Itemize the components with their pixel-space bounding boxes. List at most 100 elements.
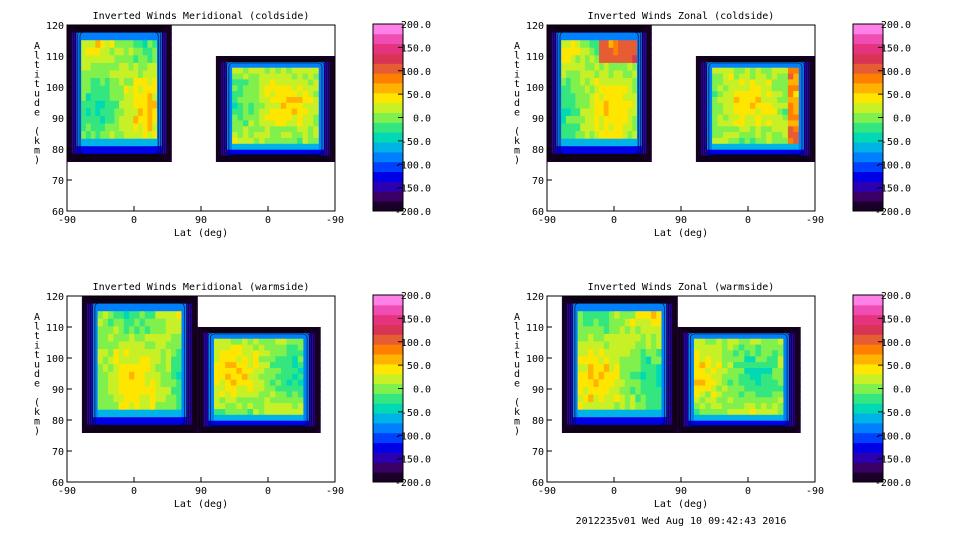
- heat-cell: [565, 62, 572, 72]
- heat-cell: [717, 108, 724, 116]
- heat-cell: [248, 79, 255, 86]
- heat-cell: [755, 373, 762, 381]
- heat-cell: [572, 379, 579, 388]
- heat-cell: [594, 115, 600, 125]
- heat-cell: [297, 420, 304, 428]
- heat-cell: [269, 426, 277, 433]
- heat-cell: [580, 93, 586, 102]
- heat-cell: [721, 385, 729, 393]
- heat-cell: [567, 424, 573, 433]
- heat-cell: [632, 47, 638, 56]
- heat-cell: [297, 344, 304, 352]
- heat-cell: [651, 356, 657, 365]
- heat-cell: [793, 120, 800, 127]
- heat-cell: [123, 70, 130, 79]
- heat-cell: [85, 40, 92, 49]
- heat-cell: [118, 409, 125, 418]
- heat-cell: [280, 97, 287, 104]
- heat-cell: [281, 332, 288, 340]
- heat-cell: [556, 40, 562, 49]
- heat-cell: [575, 123, 581, 132]
- heat-cell: [755, 85, 762, 92]
- heat-cell: [264, 403, 271, 410]
- heat-cell: [97, 356, 104, 365]
- heat-cell: [133, 32, 139, 41]
- heat-cell: [804, 114, 811, 122]
- heat-cell: [215, 126, 222, 133]
- heat-cell: [766, 391, 773, 398]
- heat-cell: [677, 362, 684, 369]
- heat-cell: [139, 379, 146, 388]
- heat-cell: [225, 344, 232, 352]
- heat-cell: [584, 62, 591, 72]
- heat-cell: [123, 409, 130, 418]
- heat-cell: [259, 67, 266, 75]
- heat-cell: [192, 296, 198, 305]
- heat-cell: [630, 349, 636, 358]
- heat-cell: [87, 326, 93, 335]
- heat-cell: [733, 403, 740, 410]
- heat-cell: [208, 338, 215, 346]
- heat-cell: [793, 79, 800, 86]
- heat-cell: [603, 70, 610, 79]
- heat-cell: [157, 146, 163, 155]
- heat-cell: [717, 155, 724, 162]
- heat-cell: [269, 373, 277, 381]
- heat-cell: [627, 115, 633, 125]
- heat-cell: [556, 85, 562, 94]
- heat-cell: [618, 40, 624, 49]
- x-tick-label: 0: [265, 486, 271, 497]
- heat-cell: [142, 100, 149, 109]
- heat-cell: [561, 40, 567, 49]
- heat-cell: [297, 143, 304, 151]
- heat-cell: [118, 296, 125, 305]
- heat-cell: [281, 373, 288, 381]
- heat-cell: [307, 85, 314, 92]
- heat-cell: [619, 356, 626, 365]
- heat-cell: [572, 417, 579, 426]
- heat-cell: [788, 356, 796, 363]
- heat-cell: [632, 25, 638, 34]
- heat-cell: [269, 338, 277, 346]
- heat-cell: [104, 93, 111, 102]
- colorbar-swatch: [373, 472, 403, 483]
- heat-cell: [577, 296, 584, 305]
- heat-cell: [749, 368, 757, 375]
- heat-cell: [794, 338, 801, 346]
- heat-cell: [109, 108, 115, 117]
- heat-cell: [152, 100, 158, 109]
- heat-cell: [152, 131, 158, 140]
- heat-cell: [108, 311, 114, 320]
- heat-cell: [750, 114, 756, 122]
- heat-cell: [694, 373, 701, 381]
- heat-cell: [92, 303, 99, 312]
- heat-cell: [640, 379, 647, 388]
- heat-cell: [118, 371, 125, 380]
- heat-cell: [208, 420, 215, 428]
- heat-cell: [241, 356, 249, 363]
- heat-cell: [232, 149, 239, 157]
- heat-cell: [237, 97, 244, 104]
- heat-cell: [688, 338, 695, 346]
- colorbar-swatch: [373, 373, 403, 384]
- heat-cell: [291, 138, 298, 145]
- heat-cell: [777, 403, 784, 410]
- heat-cell: [258, 414, 265, 422]
- heat-cell: [613, 123, 619, 132]
- heat-cell: [297, 108, 304, 116]
- heat-cell: [253, 420, 260, 428]
- heat-cell: [155, 303, 162, 312]
- heat-cell: [755, 91, 762, 98]
- heat-cell: [297, 356, 304, 363]
- heat-cell: [157, 47, 163, 56]
- heat-cell: [297, 73, 304, 81]
- heat-cell: [788, 409, 796, 416]
- heat-cell: [286, 403, 293, 410]
- heat-cell: [314, 362, 321, 369]
- heat-cell: [237, 85, 244, 92]
- heat-cell: [226, 126, 233, 133]
- y-tick-label: 80: [52, 416, 64, 427]
- heat-cell: [176, 296, 183, 305]
